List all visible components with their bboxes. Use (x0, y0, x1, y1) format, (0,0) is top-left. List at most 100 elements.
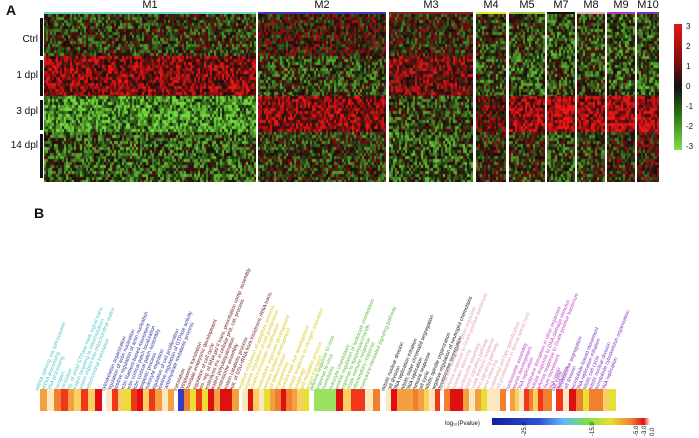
pvalue-cell (242, 389, 248, 411)
pvalue-cell (493, 389, 501, 411)
pvalue-cell (40, 389, 48, 411)
pvalue-cell (95, 389, 103, 411)
pvalue-cell (350, 389, 359, 411)
heatmap-block-m9 (607, 14, 635, 182)
pvalue-cell (576, 389, 584, 411)
pvalue-cell (130, 389, 138, 411)
module-label-m8: M8 (583, 0, 599, 11)
row-brace-3dpl (40, 100, 43, 130)
colorbar-tick: 3 (686, 22, 691, 31)
pvalue-cell (456, 389, 464, 411)
pvalue-cell (396, 389, 403, 411)
heatmap-block-m2 (258, 14, 386, 182)
pvalue-legend-title: log₁₀(Pvalue) (445, 421, 480, 427)
expression-colorbar (674, 24, 682, 150)
module-label-m5: M5 (519, 0, 535, 11)
module-bar-m5 (509, 12, 545, 15)
module-bar-m1 (44, 12, 256, 15)
pvalue-cell (562, 389, 570, 411)
colorbar-tick: -1 (686, 102, 694, 111)
heatmap-block-m1 (44, 14, 256, 182)
pvalue-cell (514, 389, 520, 411)
module-bar-m8 (577, 12, 605, 15)
module-bar-m7 (547, 12, 575, 15)
pvalue-cell (112, 389, 119, 411)
pvalue-legend-tick: -3.0 (642, 425, 648, 436)
colorbar-tick: 0 (686, 82, 691, 91)
row-label-1dpl: 1 dpl (16, 70, 38, 81)
pvalue-cell (444, 389, 451, 411)
pvalue-legend-tick: -5.0 (634, 425, 640, 436)
pvalue-cell (275, 389, 281, 411)
pvalue-cell (475, 389, 482, 411)
module-label-m7: M7 (553, 0, 569, 11)
pvalue-cell (149, 389, 156, 411)
pvalue-cell (214, 389, 221, 411)
pvalue-cell (314, 389, 322, 411)
pvalue-cell (328, 389, 337, 411)
pvalue-cell (247, 389, 254, 411)
pvalue-cell (402, 389, 409, 411)
row-brace-14dpl (40, 134, 43, 178)
pvalue-cell (528, 389, 534, 411)
pvalue-cell (106, 389, 113, 411)
pvalue-cell (220, 389, 227, 411)
module-label-m2: M2 (314, 0, 330, 11)
heatmap-block-m10 (637, 14, 659, 182)
pvalue-cell (226, 389, 233, 411)
heatmap-block-m3 (389, 14, 473, 182)
row-brace-ctrl (40, 18, 43, 56)
pvalue-cell (258, 389, 265, 411)
pvalue-cell (81, 389, 89, 411)
pvalue-cell (542, 389, 548, 411)
module-label-m3: M3 (423, 0, 439, 11)
row-brace-1dpl (40, 60, 43, 96)
pvalue-cell (481, 389, 488, 411)
pvalue-cell (67, 389, 75, 411)
module-bar-m10 (637, 12, 659, 15)
panel-b-label: B (34, 205, 45, 221)
module-label-m1: M1 (142, 0, 158, 11)
pvalue-cell (321, 389, 330, 411)
pvalue-cell (589, 389, 597, 411)
pvalue-cell (365, 389, 374, 411)
panel-a-label: A (6, 2, 17, 18)
pvalue-cell (596, 389, 604, 411)
heatmap-block-m4 (476, 14, 506, 182)
pvalue-cell (556, 389, 564, 411)
pvalue-cell (136, 389, 144, 411)
pvalue-cell (291, 389, 298, 411)
pvalue-cell (118, 389, 126, 411)
heatmap-block-m8 (577, 14, 605, 182)
colorbar-tick: 2 (686, 42, 691, 51)
pvalue-cell (510, 389, 516, 411)
pvalue-cell (343, 389, 352, 411)
pvalue-cell (190, 389, 197, 411)
module-bar-m2 (258, 12, 386, 15)
row-label-ctrl: Ctrl (22, 34, 38, 45)
row-label-14dpl: 14 dpl (10, 140, 38, 151)
pvalue-cell (88, 389, 96, 411)
pvalue-cell (533, 389, 539, 411)
pvalue-cell (487, 389, 495, 411)
pvalue-cell (524, 389, 530, 411)
pvalue-cell (208, 389, 215, 411)
pvalue-cell (196, 389, 203, 411)
pvalue-cell (167, 389, 175, 411)
pvalue-cell (184, 389, 191, 411)
pvalue-legend-bar (492, 418, 650, 425)
module-bar-m3 (389, 12, 473, 15)
module-label-m4: M4 (483, 0, 499, 11)
pvalue-cell (358, 389, 366, 411)
pvalue-cell (413, 389, 419, 411)
pvalue-cell (609, 389, 617, 411)
module-bar-m4 (476, 12, 506, 15)
pvalue-cell (391, 389, 398, 411)
pvalue-cell (297, 389, 303, 411)
module-label-m9: M9 (613, 0, 629, 11)
pvalue-cell (336, 389, 344, 411)
pvalue-cell (462, 389, 470, 411)
colorbar-tick: 1 (686, 62, 691, 71)
pvalue-legend-tick: -15.0 (590, 422, 596, 436)
colorbar-tick: -3 (686, 142, 694, 151)
